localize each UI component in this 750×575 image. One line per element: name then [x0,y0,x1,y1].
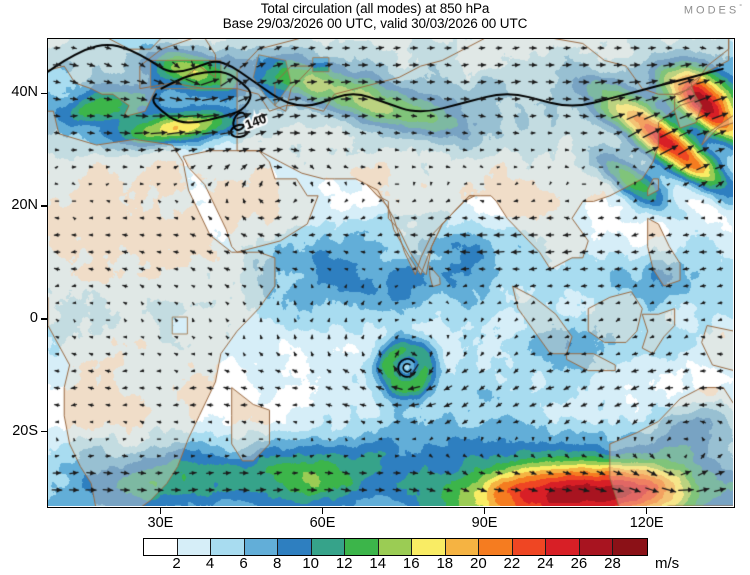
colorbar-tick-14: 14 [369,555,387,572]
chart-title-block: Total circulation (all modes) at 850 hPa… [0,1,750,31]
colorbar-segment [278,539,312,555]
colorbar-segment [244,539,279,555]
x-axis-label-60e: 60E [309,515,336,531]
colorbar-swatches [143,538,648,556]
colorbar-tick-26: 26 [570,555,588,572]
colorbar-tick-24: 24 [537,555,554,572]
colorbar-tick-8: 8 [272,555,282,572]
colorbar-segment [177,539,212,555]
modes-logo-mark: ° [739,4,742,11]
colorbar-legend: 2 4 6 8 10 12 14 16 18 20 22 24 26 28 [143,538,648,572]
x-axis-label-30e: 30E [147,515,174,531]
colorbar-tick-18: 18 [436,555,454,572]
wind-speed-map-canvas [48,39,733,506]
colorbar-segment [345,539,379,555]
colorbar-segment [546,539,580,555]
colorbar-segment [211,539,245,555]
colorbar-tick-16: 16 [402,555,420,572]
colorbar-units-label: m/s [655,555,680,572]
x-axis-tick [321,508,324,514]
colorbar-segment [378,539,413,555]
x-axis-label-120e: 120E [629,515,664,531]
y-axis-label-20n: 20N [11,197,38,214]
colorbar-segment [579,539,614,555]
x-axis-tick [159,508,162,514]
x-axis-tick [645,508,648,514]
modes-logo-text: MODES [683,4,740,17]
colorbar-tick-10: 10 [302,555,319,572]
colorbar-tick-4: 4 [205,555,215,572]
y-axis-tick [41,92,47,95]
colorbar-tick-20: 20 [469,555,487,572]
modes-logo: MODES° [684,4,742,17]
x-axis-tick [483,508,486,514]
colorbar-tick-12: 12 [335,555,353,572]
colorbar-tick-28: 28 [604,555,621,572]
y-axis-tick [41,318,47,320]
y-axis-label-0: 0 [29,309,38,326]
colorbar-segment [412,539,446,555]
colorbar-tick-2: 2 [172,555,181,572]
y-axis-label-40n: 40N [11,84,38,101]
colorbar-tick-22: 22 [503,555,521,572]
x-axis-label-90e: 90E [471,515,498,531]
y-axis-tick [41,205,47,207]
colorbar-segment [613,539,647,555]
colorbar-segment [445,539,480,555]
colorbar-tick-6: 6 [239,555,248,572]
colorbar-segment [479,539,513,555]
colorbar-segment [311,539,346,555]
colorbar-segment [144,539,178,555]
chart-title-line-1: Total circulation (all modes) at 850 hPa [260,1,490,16]
chart-title-line-2: Base 29/03/2026 00 UTC, valid 30/03/2026… [222,16,528,31]
y-axis-tick [41,430,47,433]
map-plot-area [47,38,735,508]
y-axis-label-20s: 20S [12,422,38,439]
colorbar-segment [512,539,547,555]
